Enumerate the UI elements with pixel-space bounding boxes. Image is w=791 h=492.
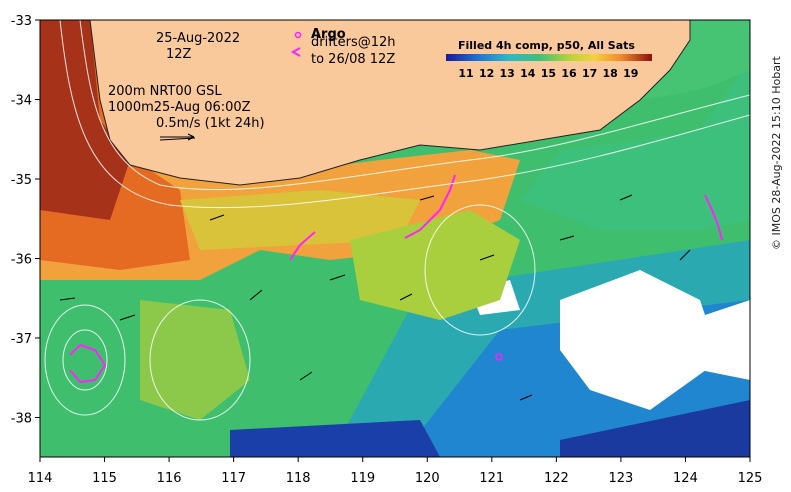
argo-label: Argo: [311, 27, 346, 42]
contour-line1: 200m NRT00 GSL: [108, 84, 222, 99]
colorbar-tick-label: 15: [541, 67, 556, 80]
scale-label: 0.5m/s (1kt 24h): [156, 116, 265, 131]
current-vectors: [59, 137, 691, 401]
x-tick-label: 117: [221, 471, 246, 486]
x-tick-label: 123: [608, 471, 633, 486]
y-tick-label: -35: [11, 173, 32, 188]
sst-field: [40, 20, 750, 457]
colorbar-title: Filled 4h comp, p50, All Sats: [458, 39, 635, 52]
x-tick-label: 118: [286, 471, 311, 486]
colorbar-tick-label: 12: [479, 67, 494, 80]
drifter-tracks: [69, 174, 723, 384]
x-tick-label: 115: [92, 471, 117, 486]
x-tick-label: 121: [479, 471, 504, 486]
colorbar-tick-label: 14: [520, 67, 536, 80]
bathymetry-contours: [44, 20, 750, 421]
y-tick-label: -33: [11, 14, 32, 29]
colorbar-tick-label: 16: [561, 67, 577, 80]
drifters-line2: to 26/08 12Z: [311, 52, 395, 67]
x-axis: 114 115 116 117 118 119 120 121 122 123 124 125: [28, 457, 763, 486]
x-tick-label: 122: [544, 471, 569, 486]
drifters-line1: drifters@12h: [311, 35, 396, 50]
y-axis: -33 -34 -35 -36 -37 -38: [11, 14, 40, 427]
imos-credit: © IMOS 28-Aug-2022 15:10 Hobart: [770, 56, 783, 250]
x-tick-label: 114: [28, 471, 53, 486]
colorbar: [446, 54, 652, 61]
y-tick-label: -34: [11, 94, 32, 109]
colorbar-tick-label: 11: [458, 67, 473, 80]
y-tick-label: -36: [11, 253, 32, 268]
colorbar-tick-label: 13: [500, 67, 515, 80]
x-tick-label: 125: [738, 471, 763, 486]
argo-floats: [495, 353, 503, 361]
x-tick-label: 116: [157, 471, 182, 486]
plot-frame: [39, 19, 751, 458]
colorbar-ticks: 11 12 13 14 15 16 17 18 19: [458, 67, 638, 80]
x-tick-label: 119: [350, 471, 375, 486]
date-line2: 12Z: [166, 47, 192, 62]
contour-line2: 1000m25-Aug 06:00Z: [108, 100, 251, 115]
argo-legend-icon: [294, 31, 302, 39]
colorbar-tick-label: 18: [603, 67, 618, 80]
scale-arrowhead: [187, 133, 195, 141]
x-tick-label: 120: [415, 471, 440, 486]
land-mass: [89, 20, 691, 186]
y-tick-label: -38: [11, 412, 32, 427]
drifter-legend-icon: [290, 47, 301, 57]
x-tick-label: 124: [673, 471, 698, 486]
date-line1: 25-Aug-2022: [156, 31, 240, 46]
y-tick-label: -37: [11, 332, 32, 347]
colorbar-tick-label: 17: [582, 67, 597, 80]
colorbar-tick-label: 19: [623, 67, 638, 80]
